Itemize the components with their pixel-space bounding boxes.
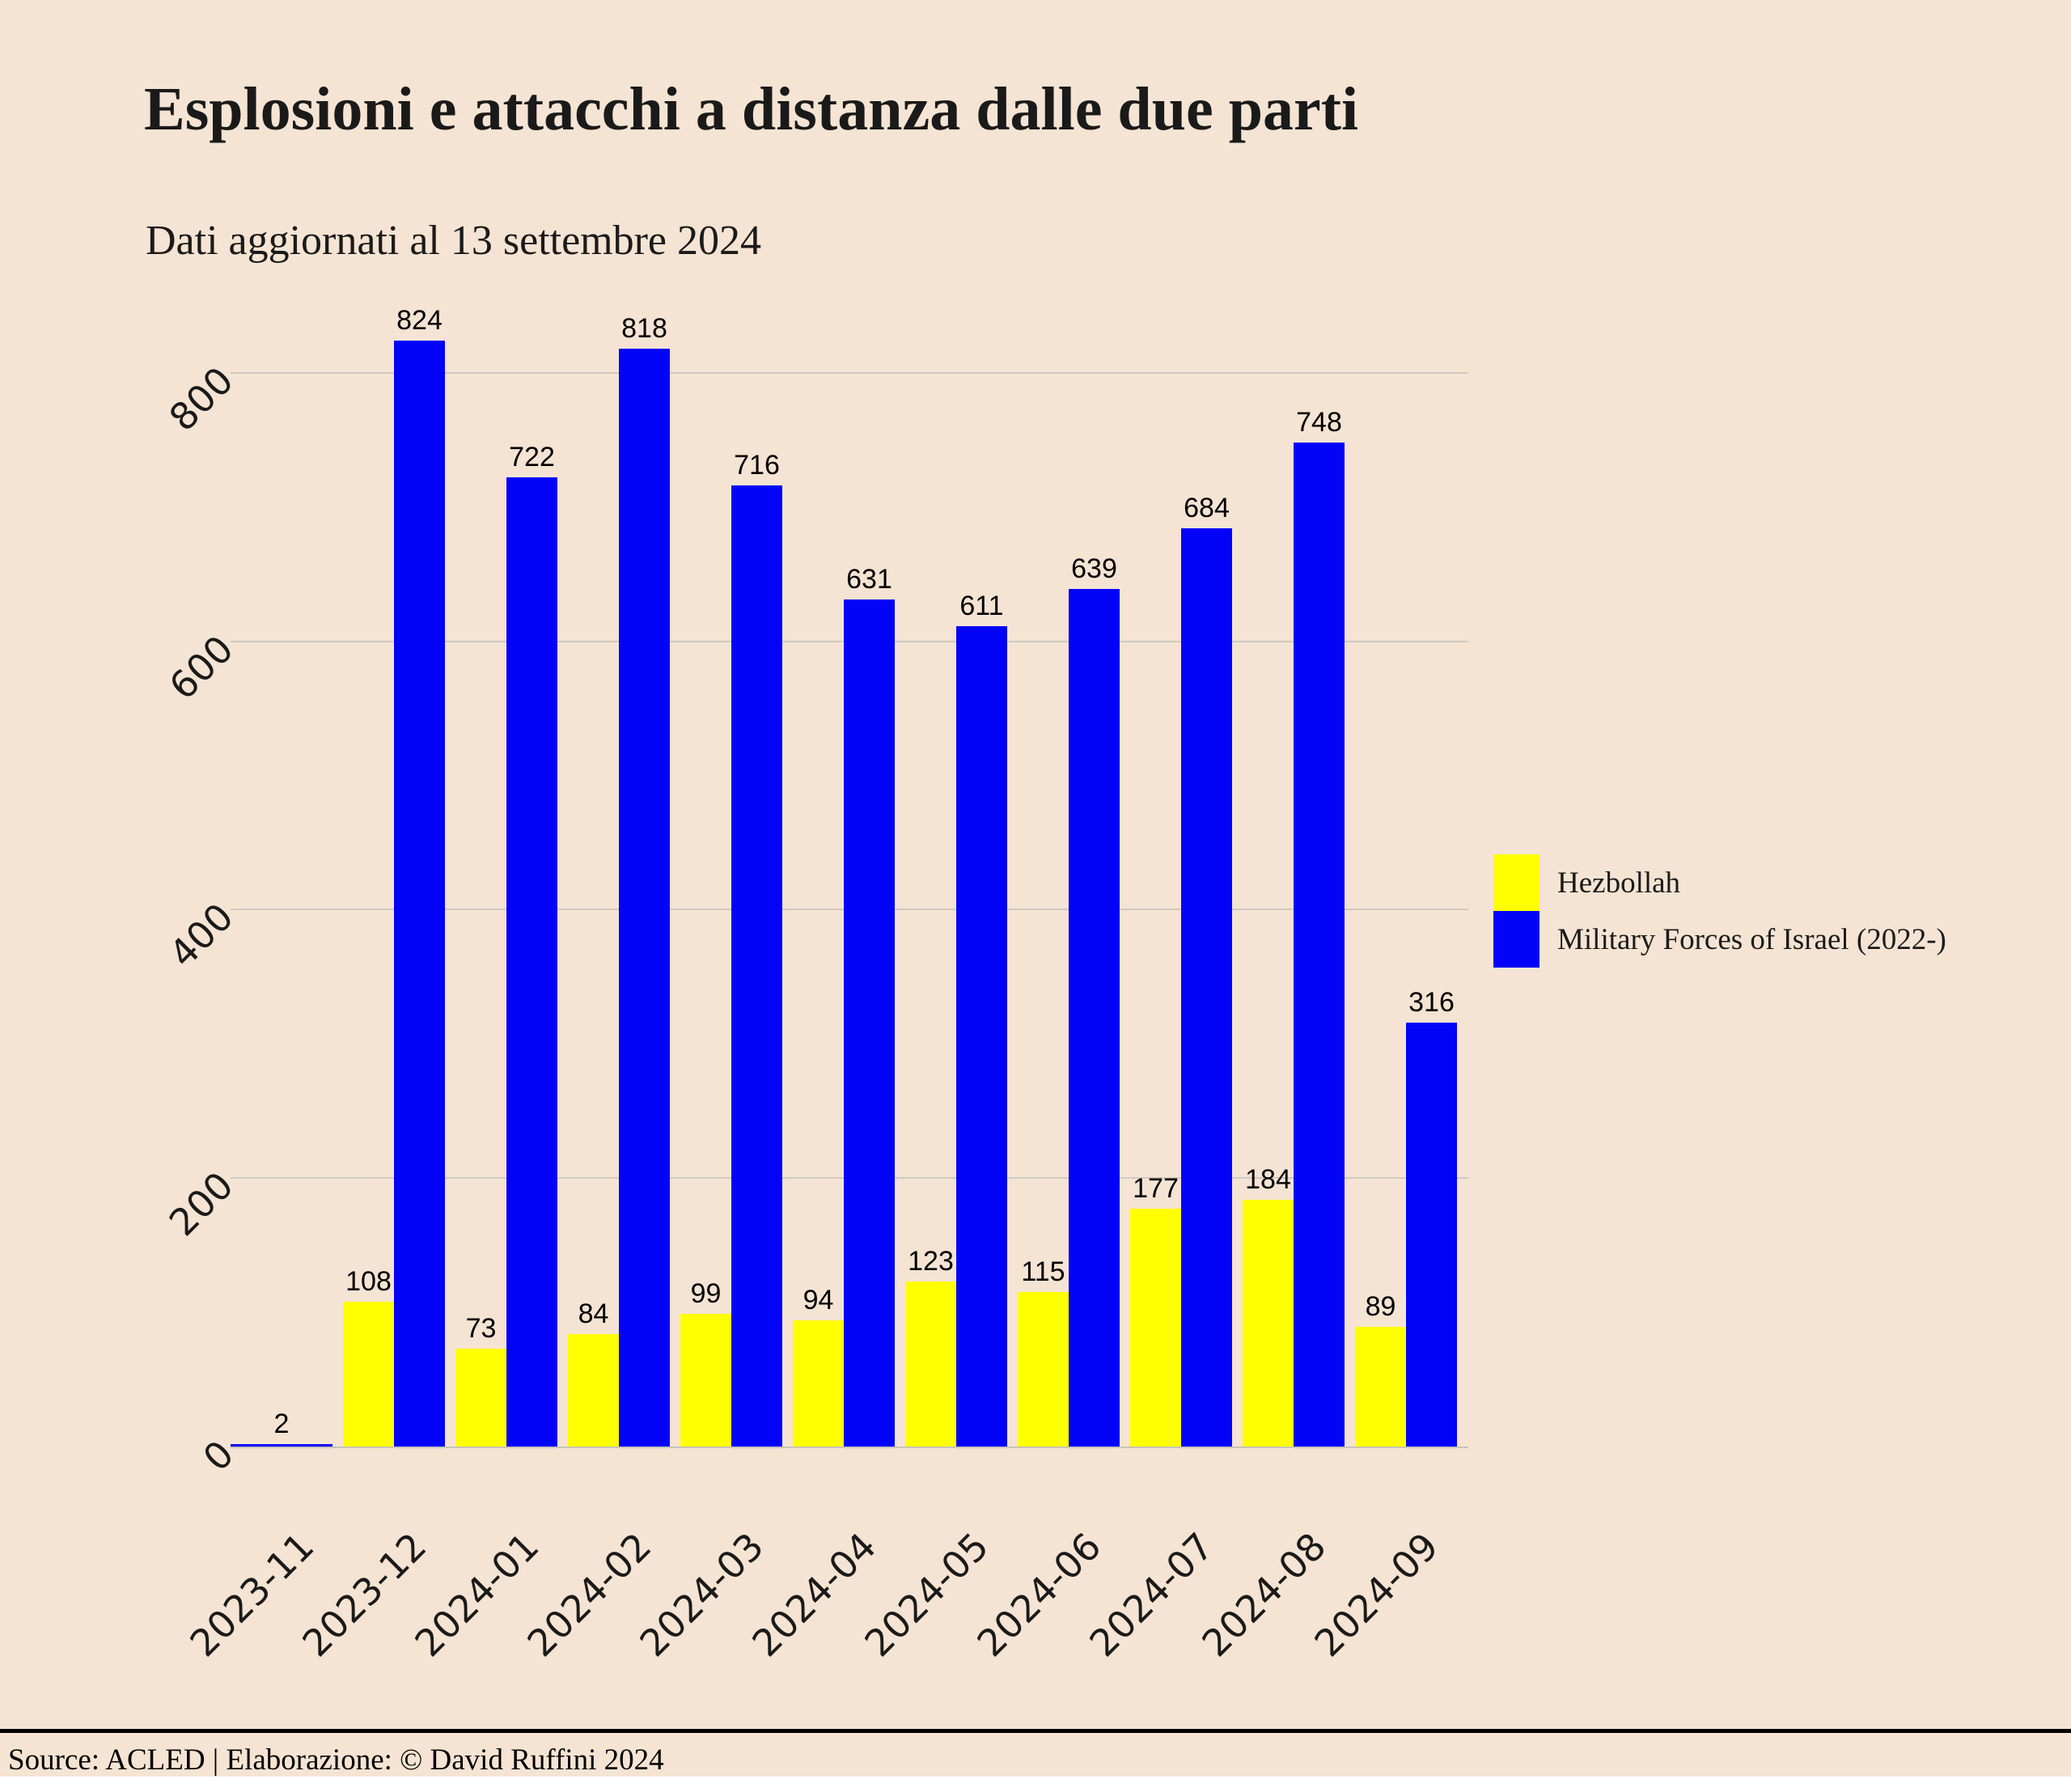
x-tick-label: 2024-08 bbox=[1193, 1524, 1335, 1666]
bar-israel-value-label: 631 bbox=[846, 564, 892, 595]
bar-hezbollah bbox=[793, 1320, 844, 1447]
bar-israel-value-label: 684 bbox=[1184, 493, 1230, 523]
legend-label-hezbollah: Hezbollah bbox=[1557, 866, 1681, 900]
bar-hezbollah bbox=[568, 1334, 619, 1447]
legend-swatch-israel bbox=[1493, 911, 1539, 968]
bar-israel-value-label: 748 bbox=[1296, 407, 1342, 438]
bar-israel bbox=[844, 599, 895, 1447]
x-tick-label: 2024-02 bbox=[519, 1524, 660, 1666]
x-tick-label: 2024-05 bbox=[856, 1524, 997, 1666]
x-tick-label: 2023-12 bbox=[294, 1524, 435, 1666]
bar-israel-value-label: 639 bbox=[1071, 553, 1117, 584]
bar-hezbollah-value-label: 184 bbox=[1245, 1164, 1291, 1195]
y-tick-label: 400 bbox=[160, 895, 243, 976]
y-tick-label: 0 bbox=[194, 1431, 243, 1480]
bar-israel bbox=[1406, 1023, 1457, 1447]
x-tick-label: 2024-09 bbox=[1306, 1524, 1447, 1666]
bar-hezbollah-value-label: 177 bbox=[1133, 1173, 1179, 1204]
chart-subtitle: Dati aggiornati al 13 settembre 2024 bbox=[146, 218, 762, 264]
bar-hezbollah bbox=[1130, 1209, 1181, 1447]
x-axis-line bbox=[231, 1447, 1468, 1448]
x-tick-label: 2024-06 bbox=[968, 1524, 1110, 1666]
source-caption: Source: ACLED | Elaborazione: © David Ru… bbox=[8, 1743, 664, 1777]
x-tick-label: 2024-07 bbox=[1081, 1524, 1222, 1666]
bar-hezbollah bbox=[1355, 1327, 1406, 1447]
bar-israel-value-label: 2 bbox=[273, 1409, 290, 1439]
bar-israel bbox=[1181, 528, 1232, 1447]
gridline-800 bbox=[231, 371, 1468, 374]
bar-hezbollah-value-label: 115 bbox=[1021, 1256, 1065, 1287]
bar-israel-value-label: 818 bbox=[621, 313, 667, 344]
bar-israel bbox=[731, 485, 782, 1447]
legend-item-israel: Military Forces of Israel (2022-) bbox=[1493, 911, 1946, 968]
chart-title: Esplosioni e attacchi a distanza dalle d… bbox=[144, 75, 1359, 143]
x-tick-label: 2024-04 bbox=[743, 1524, 885, 1666]
bar-hezbollah bbox=[905, 1282, 956, 1447]
x-tick-label: 2024-01 bbox=[406, 1524, 548, 1666]
bar-israel bbox=[1294, 443, 1345, 1447]
bar-israel-value-label: 824 bbox=[396, 305, 443, 336]
bar-israel bbox=[506, 477, 557, 1447]
y-tick-label: 200 bbox=[160, 1163, 243, 1245]
bar-israel bbox=[619, 349, 670, 1447]
bar-hezbollah-value-label: 73 bbox=[465, 1313, 497, 1344]
legend: Hezbollah Military Forces of Israel (202… bbox=[1493, 854, 1946, 968]
legend-swatch-hezbollah bbox=[1493, 854, 1539, 911]
bottom-margin bbox=[0, 1777, 2071, 1792]
bar-hezbollah bbox=[455, 1349, 506, 1447]
bar-hezbollah-value-label: 84 bbox=[578, 1298, 609, 1329]
y-tick-label: 600 bbox=[160, 626, 243, 708]
bar-israel-value-label: 722 bbox=[509, 442, 555, 472]
legend-item-hezbollah: Hezbollah bbox=[1493, 854, 1946, 911]
y-tick-label: 800 bbox=[160, 358, 243, 439]
bar-israel bbox=[1069, 589, 1120, 1447]
bar-hezbollah-value-label: 94 bbox=[803, 1285, 834, 1315]
bar-israel bbox=[956, 626, 1007, 1447]
bar-israel bbox=[231, 1444, 332, 1447]
legend-label-israel: Military Forces of Israel (2022-) bbox=[1557, 922, 1946, 956]
x-tick-label: 2024-03 bbox=[631, 1524, 773, 1666]
x-tick-label: 2023-11 bbox=[181, 1524, 323, 1666]
bar-israel bbox=[394, 341, 445, 1447]
bar-hezbollah-value-label: 99 bbox=[690, 1278, 722, 1309]
bar-israel-value-label: 611 bbox=[959, 591, 1004, 621]
bar-hezbollah-value-label: 123 bbox=[908, 1246, 954, 1277]
bar-hezbollah-value-label: 89 bbox=[1365, 1291, 1396, 1322]
bar-israel-value-label: 716 bbox=[734, 450, 780, 481]
bar-hezbollah bbox=[1243, 1200, 1294, 1447]
bar-hezbollah bbox=[1018, 1292, 1069, 1447]
footer-divider bbox=[0, 1729, 2071, 1733]
bar-hezbollah bbox=[343, 1302, 394, 1447]
bar-israel-value-label: 316 bbox=[1408, 987, 1455, 1018]
bar-hezbollah-value-label: 108 bbox=[345, 1266, 392, 1297]
bar-hezbollah bbox=[680, 1314, 731, 1447]
